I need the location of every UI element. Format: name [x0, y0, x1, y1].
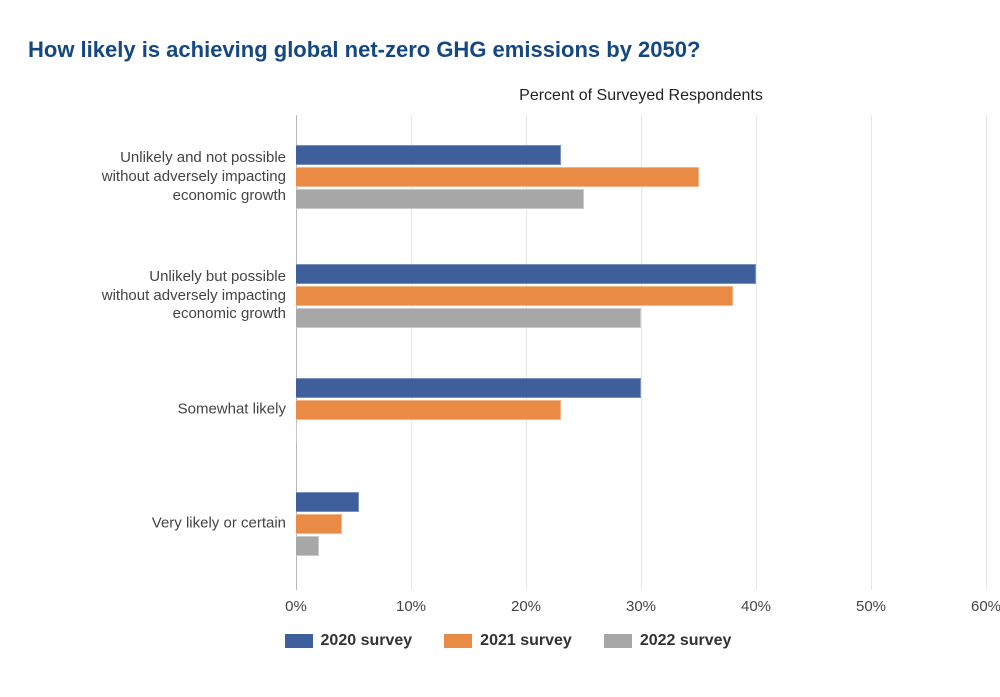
y-category-label: Unlikely and not possible without advers…	[18, 149, 296, 205]
y-category-label: Unlikely but possible without adversely …	[18, 268, 296, 324]
legend: 2020 survey 2021 survey 2022 survey	[28, 632, 988, 650]
x-tick-label: 40%	[741, 598, 771, 615]
bar	[296, 189, 584, 209]
x-tick-label: 10%	[396, 598, 426, 615]
bar	[296, 308, 641, 328]
y-axis-labels: Unlikely and not possible without advers…	[28, 115, 296, 590]
bar	[296, 422, 297, 442]
legend-item: 2022 survey	[604, 632, 732, 650]
bar	[296, 378, 641, 398]
bar	[296, 400, 561, 420]
bar	[296, 286, 733, 306]
chart-subtitle: Percent of Surveyed Respondents	[296, 87, 986, 105]
legend-swatch	[444, 634, 472, 648]
legend-label: 2022 survey	[640, 632, 732, 650]
legend-item: 2020 survey	[285, 632, 413, 650]
x-tick-label: 20%	[511, 598, 541, 615]
bar	[296, 167, 699, 187]
y-category-label: Very likely or certain	[18, 515, 296, 534]
legend-swatch	[285, 634, 313, 648]
x-tick-label: 0%	[285, 598, 307, 615]
gridline	[986, 115, 987, 590]
bar	[296, 492, 359, 512]
bar	[296, 514, 342, 534]
plot-area: Unlikely and not possible without advers…	[28, 115, 988, 590]
legend-label: 2021 survey	[480, 632, 572, 650]
x-tick-label: 50%	[856, 598, 886, 615]
bar	[296, 264, 756, 284]
chart-container: Percent of Surveyed Respondents Unlikely…	[28, 87, 988, 650]
legend-label: 2020 survey	[321, 632, 413, 650]
legend-swatch	[604, 634, 632, 648]
chart-title: How likely is achieving global net-zero …	[0, 15, 1000, 73]
y-category-label: Somewhat likely	[18, 401, 296, 420]
bar	[296, 536, 319, 556]
legend-item: 2021 survey	[444, 632, 572, 650]
bars-layer	[296, 115, 986, 590]
x-tick-label: 30%	[626, 598, 656, 615]
bar	[296, 145, 561, 165]
x-tick-label: 60%	[971, 598, 1000, 615]
